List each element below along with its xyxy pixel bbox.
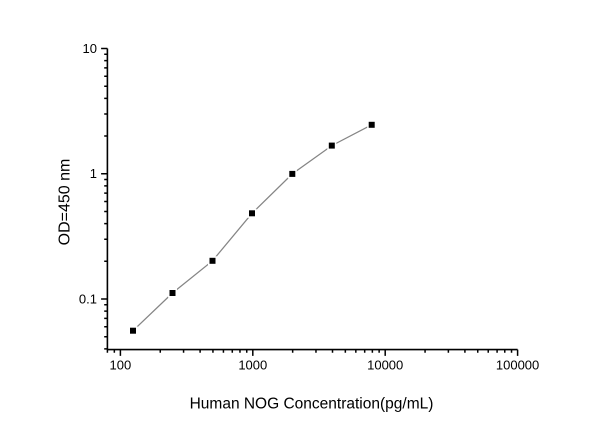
svg-text:10: 10 bbox=[83, 41, 97, 56]
svg-text:1000: 1000 bbox=[238, 358, 267, 373]
svg-text:0.1: 0.1 bbox=[79, 291, 97, 306]
svg-text:10000: 10000 bbox=[367, 358, 403, 373]
svg-text:100000: 100000 bbox=[496, 358, 539, 373]
svg-text:1: 1 bbox=[90, 166, 97, 181]
svg-text:100: 100 bbox=[110, 358, 132, 373]
svg-text:OD=450 nm: OD=450 nm bbox=[56, 159, 73, 246]
svg-text:Human NOG Concentration(pg/mL): Human NOG Concentration(pg/mL) bbox=[190, 396, 434, 413]
